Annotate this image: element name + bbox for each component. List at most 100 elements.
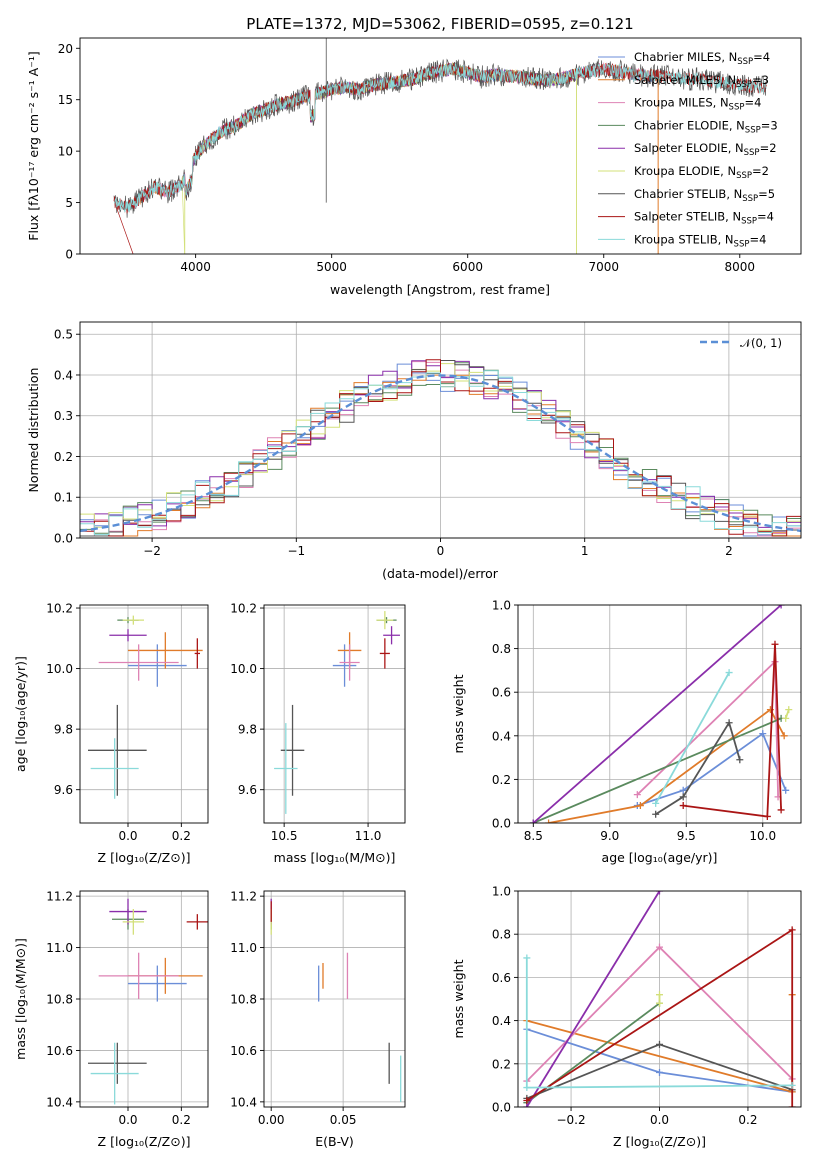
residuals-xtick-label: −2	[143, 544, 161, 558]
weight-marker-chabrier_miles	[679, 786, 687, 794]
spectrum-xtick-label: 4000	[180, 260, 211, 274]
mass_vs_Z-xtick-label: 0.2	[172, 1113, 191, 1127]
mass_vs_Z-xtick-label: 0.0	[118, 1113, 137, 1127]
age_vs_mass-ytick-label: 9.6	[238, 783, 257, 797]
age_vs_Z-marks	[88, 615, 203, 799]
residuals-xtick-label: 0	[437, 544, 445, 558]
age_vs_Z-ticks: 0.0 0.2 9.6 9.8 10.0 10.2	[46, 602, 191, 843]
spectrum-legend: Chabrier MILES, NSSP=4 Salpeter MILES, NS…	[598, 50, 778, 249]
age_vs_Z-ytick-label: 9.6	[54, 783, 73, 797]
weight_vs_age-ticks: 8.5 9.0 9.5 10.0 0.0 0.2 0.4 0.6 0.8 1.0	[492, 599, 776, 844]
residuals-ytick-label: 0.2	[54, 450, 73, 464]
residuals-xtick-label: −1	[287, 544, 305, 558]
panel-mass_vs_ebv: 0.00 0.05 10.4 10.6 10.8 11.0 11.2 E(B-V)	[230, 890, 406, 1149]
spectrum-ytick-label: 20	[58, 42, 73, 56]
spectrum-line-salpeter_stelib	[113, 62, 768, 255]
legend-label-salpeter_miles: Salpeter MILES, NSSP=3	[634, 73, 769, 90]
weight_vs_Z-ytick-label: 0.2	[492, 1057, 511, 1071]
age_vs_mass-ytick-label: 10.2	[230, 602, 257, 616]
residuals-ticks: −2 −1 0 1 2 0.0 0.1 0.2 0.3 0.4 0.5	[54, 328, 733, 558]
age_vs_Z-xlabel: Z [log₁₀(Z/Z⊙)]	[98, 850, 191, 865]
spectrum-xlabel: wavelength [Angstrom, rest frame]	[330, 282, 550, 297]
legend-label-chabrier_elodie: Chabrier ELODIE, NSSP=3	[634, 118, 778, 135]
legend-label-chabrier_miles: Chabrier MILES, NSSP=4	[634, 50, 770, 67]
mass_vs_Z-ytick-label: 10.6	[46, 1044, 73, 1058]
histogram-kroupa_stelib	[80, 370, 801, 536]
mass_vs_ebv-ytick-label: 11.0	[230, 941, 257, 955]
panel-mass_vs_Z: 0.0 0.2 10.4 10.6 10.8 11.0 11.2 Z [log₁₀(Z/Z⊙)…	[13, 890, 209, 1149]
weight_vs_Z-xtick-label: 0.2	[738, 1113, 757, 1127]
spectrum-xtick-label: 8000	[725, 260, 756, 274]
weight-marker-chabrier_miles	[656, 1068, 663, 1076]
spectrum-line-salpeter_miles	[132, 62, 659, 254]
mass_vs_ebv-xtick-label: 0.05	[330, 1113, 357, 1127]
mass_vs_Z-grid	[80, 891, 208, 1107]
mass_vs_Z-ytick-label: 11.0	[46, 941, 73, 955]
age_vs_Z-ytick-label: 10.2	[46, 602, 73, 616]
panel-weight_vs_age: 8.5 9.0 9.5 10.0 0.0 0.2 0.4 0.6 0.8 1.0 age [log₁…	[451, 599, 802, 865]
normal-legend-label: 𝒩(0, 1)	[740, 336, 782, 350]
weight-marker-chabrier_stelib	[736, 756, 744, 764]
parameter-panels: 0.0 0.2 9.6 9.8 10.0 10.2 Z [log₁₀(Z/Z⊙)] age […	[13, 599, 802, 1149]
weight_vs_age-ytick-label: 0.6	[492, 686, 511, 700]
age_vs_Z-xtick-label: 0.0	[118, 829, 137, 843]
residuals-ytick-label: 0.5	[54, 328, 73, 342]
residuals-panel: −2 −1 0 1 2 0.0 0.1 0.2 0.3 0.4 0.5 (data-model)/e…	[26, 321, 802, 581]
spectrum-ylabel: Flux [fλ10⁻¹⁷ erg cm⁻² s⁻¹ A⁻¹]	[26, 51, 41, 240]
weight_vs_Z-ticks: −0.2 0.0 0.2 0.0 0.2 0.4 0.6 0.8 1.0	[492, 885, 758, 1128]
residuals-ylabel: Normed distribution	[26, 368, 41, 493]
panel-weight_vs_Z: −0.2 0.0 0.2 0.0 0.2 0.4 0.6 0.8 1.0 Z [log₁₀(Z/Z…	[451, 885, 802, 1149]
weight-line-salpeter_elodie	[532, 605, 782, 823]
spectrum-ticks: 4000 5000 6000 7000 8000 0 5 10 15 20	[58, 42, 755, 274]
residuals-xlabel: (data-model)/error	[382, 566, 499, 581]
weight_vs_Z-ytick-label: 0.8	[492, 928, 511, 942]
weight_vs_age-xtick-label: 8.5	[524, 829, 543, 843]
weight-marker-kroupa_miles	[633, 791, 641, 799]
weight_vs_age-ylabel: mass weight	[451, 674, 466, 753]
weight-line-kroupa_stelib	[654, 672, 730, 804]
spectrum-line-kroupa_elodie	[181, 62, 577, 255]
mass_vs_Z-ytick-label: 10.4	[46, 1095, 73, 1109]
age_vs_mass-ticks: 10.5 11.0 9.6 9.8 10.0 10.2	[230, 602, 381, 843]
spectrum-lines	[113, 38, 768, 255]
weight-line-salpeter_elodie	[526, 891, 661, 1107]
weight-marker-salpeter_stelib	[777, 806, 785, 814]
spectrum-title: PLATE=1372, MJD=53062, FIBERID=0595, z=0…	[246, 15, 633, 33]
legend-label-kroupa_stelib: Kroupa STELIB, NSSP=4	[634, 232, 766, 249]
residuals-ytick-label: 0.3	[54, 409, 73, 423]
age_vs_mass-xtick-label: 10.5	[271, 829, 298, 843]
weight_vs_Z-xtick-label: −0.2	[556, 1113, 585, 1127]
weight-line-chabrier_miles	[637, 732, 787, 807]
weight_vs_Z-ytick-label: 1.0	[492, 885, 511, 899]
normal-curve	[79, 374, 802, 533]
age_vs_mass-xlabel: mass [log₁₀(M/M⊙)]	[274, 850, 396, 865]
age_vs_mass-axes-frame	[263, 604, 406, 824]
weight_vs_Z-ytick-label: 0.4	[492, 1014, 511, 1028]
weight_vs_age-xtick-label: 9.0	[600, 829, 619, 843]
weight-marker-salpeter_stelib	[679, 802, 687, 810]
weight_vs_Z-ytick-label: 0.6	[492, 971, 511, 985]
weight_vs_age-ytick-label: 0.8	[492, 642, 511, 656]
residuals-ytick-label: 0.1	[54, 491, 73, 505]
weight-marker-kroupa_miles	[656, 943, 663, 951]
weight-marker-salpeter_stelib	[788, 1103, 796, 1107]
age_vs_Z-ytick-label: 10.0	[46, 662, 73, 676]
age_vs_Z-xtick-label: 0.2	[172, 829, 191, 843]
panel-age_vs_mass: 10.5 11.0 9.6 9.8 10.0 10.2 mass [log₁₀(M/M⊙)]	[230, 602, 406, 865]
age_vs_mass-grid	[264, 605, 405, 823]
mass_vs_ebv-ytick-label: 10.6	[230, 1044, 257, 1058]
panel-age_vs_Z: 0.0 0.2 9.6 9.8 10.0 10.2 Z [log₁₀(Z/Z⊙)] age […	[13, 602, 209, 865]
spectrum-axes-frame	[79, 37, 802, 255]
weight_vs_age-axes-frame	[517, 604, 802, 824]
mass_vs_Z-ytick-label: 10.8	[46, 993, 73, 1007]
spectrum-xtick-label: 7000	[588, 260, 619, 274]
weight-marker-kroupa_elodie	[656, 991, 663, 999]
weight-marker-kroupa_elodie	[785, 706, 793, 714]
weight-marker-salpeter_elodie	[523, 1103, 531, 1107]
weight-marker-salpeter_stelib	[763, 812, 771, 820]
weight-marker-kroupa_elodie	[656, 999, 663, 1007]
age_vs_Z-axes-frame	[79, 604, 209, 824]
histogram-chabrier_stelib	[80, 360, 801, 537]
weight_vs_age-grid	[518, 604, 801, 824]
